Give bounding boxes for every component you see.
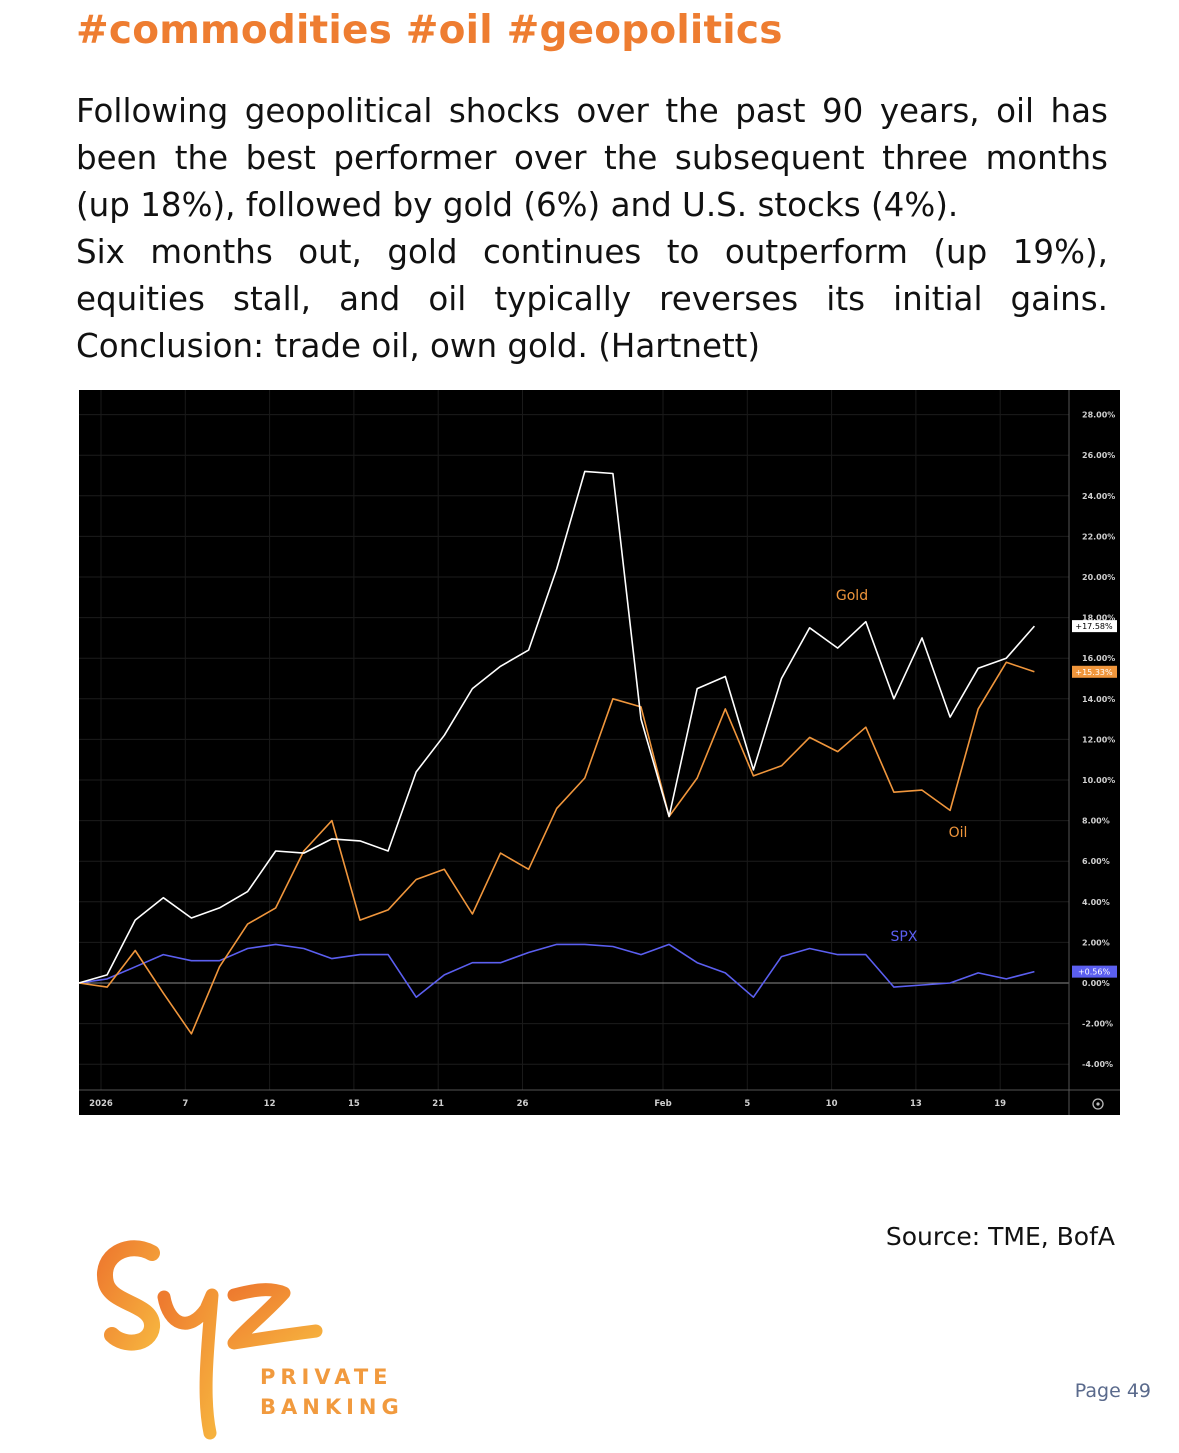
x-tick-label: 12: [264, 1099, 276, 1109]
axis-layer: 28.00% 26.00% 24.00% 22.00% 20.00% 18.00% 16.0…: [79, 390, 1120, 1115]
logo-text: PRIVATE BANKING: [260, 1362, 404, 1422]
y-tick-label: 2.00%: [1082, 938, 1110, 947]
y-tick-label: -2.00%: [1082, 1020, 1113, 1029]
x-tick-label: Feb: [654, 1099, 671, 1109]
syz-logo: [97, 1240, 323, 1440]
last-value-text-gold: +17.58%: [1075, 622, 1113, 631]
x-tick-label: 2026: [89, 1099, 113, 1109]
settings-icon: [1092, 1098, 1104, 1110]
x-tick-label: 15: [348, 1099, 360, 1109]
y-tick-label: 0.00%: [1082, 979, 1110, 988]
logo-line-private: PRIVATE: [260, 1365, 393, 1389]
y-tick-label: 20.00%: [1082, 573, 1115, 582]
y-tick-label: 24.00%: [1082, 492, 1115, 501]
body-text: Following geopolitical shocks over the p…: [76, 88, 1108, 370]
last-value-badge-gold: [1072, 620, 1117, 633]
paragraph-2: Six months out, gold continues to outper…: [76, 233, 1108, 365]
paragraph-1: Following geopolitical shocks over the p…: [76, 92, 1108, 224]
x-tick-label: 26: [517, 1099, 529, 1109]
series-layer: [79, 470, 1036, 1035]
x-tick-label: 10: [826, 1099, 838, 1109]
y-tick-label: 12.00%: [1082, 735, 1115, 744]
y-tick-label: 8.00%: [1082, 817, 1110, 826]
series-label-gold: Gold: [836, 588, 868, 604]
source-note: Source: TME, BofA: [885, 1222, 1115, 1251]
settings-icon-center: [1096, 1102, 1100, 1106]
x-tick-label: 21: [432, 1099, 444, 1109]
x-tick-label: 5: [744, 1099, 750, 1109]
series-label-spx: SPX: [891, 929, 918, 945]
y-tick-label: 22.00%: [1082, 532, 1115, 541]
y-tick-label: 16.00%: [1082, 654, 1115, 663]
series-label-oil: Oil: [949, 825, 968, 841]
y-tick-label: 26.00%: [1082, 451, 1115, 460]
series-line-oil: [79, 661, 1035, 1035]
series-line-spx: [79, 943, 1035, 999]
last-value-badge-oil: [1072, 665, 1117, 678]
page-number: Page 49: [1074, 1380, 1151, 1402]
y-tick-label: -4.00%: [1082, 1060, 1113, 1069]
x-tick-label: 19: [994, 1099, 1006, 1109]
series-line-gold: [79, 470, 1036, 984]
grid-layer: [79, 390, 1069, 1090]
chart-svg: 28.00% 26.00% 24.00% 22.00% 20.00% 18.00% 16.0…: [79, 390, 1120, 1115]
y-tick-label: 28.00%: [1082, 411, 1115, 420]
logo-line-banking: BANKING: [260, 1395, 404, 1419]
x-tick-label: 7: [182, 1099, 188, 1109]
chart: 28.00% 26.00% 24.00% 22.00% 20.00% 18.00% 16.0…: [79, 390, 1120, 1115]
y-tick-label: 10.00%: [1082, 776, 1115, 785]
y-tick-label: 18.00%: [1082, 614, 1115, 623]
y-tick-label: 6.00%: [1082, 857, 1110, 866]
last-value-text-spx: +0.56%: [1078, 968, 1111, 977]
y-tick-label: 14.00%: [1082, 695, 1115, 704]
x-tick-label: 13: [910, 1099, 922, 1109]
label-layer: +0.56% +15.33% +17.58% Gold Oil SPX: [836, 588, 1117, 978]
hashtags-heading: #commodities #oil #geopolitics: [76, 8, 783, 53]
last-value-badge-spx: [1072, 965, 1117, 978]
y-tick-label: 4.00%: [1082, 898, 1110, 907]
last-value-text-oil: +15.33%: [1075, 668, 1113, 677]
